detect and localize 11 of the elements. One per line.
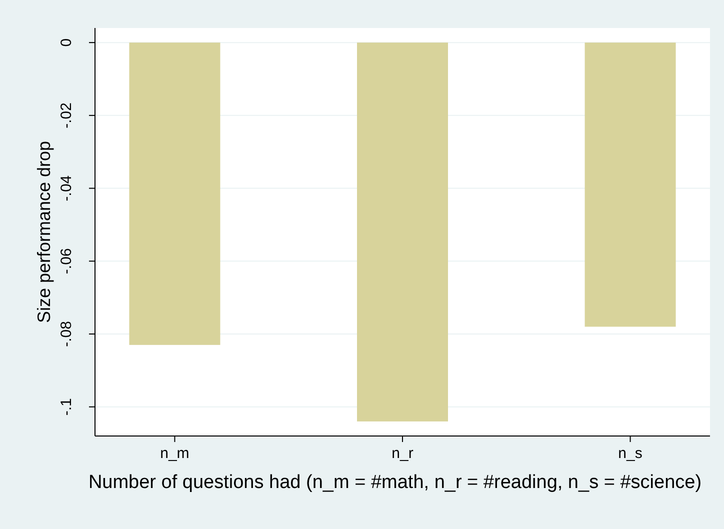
x-tick-label: n_r <box>392 445 414 462</box>
y-tick-label: -.1 <box>58 398 75 416</box>
x-axis-title: Number of questions had (n_m = #math, n_r = #reading, n_s = #science) <box>88 472 702 493</box>
y-tick-label: 0 <box>58 38 75 47</box>
y-tick-label: -.02 <box>58 102 75 128</box>
y-tick-label: -.04 <box>58 175 75 202</box>
x-tick-label: n_s <box>618 445 642 462</box>
y-tick-label: -.08 <box>58 321 75 347</box>
y-tick-label: -.06 <box>58 248 75 274</box>
x-tick-label: n_m <box>160 445 190 462</box>
y-axis-title: Size performance drop <box>34 140 54 324</box>
